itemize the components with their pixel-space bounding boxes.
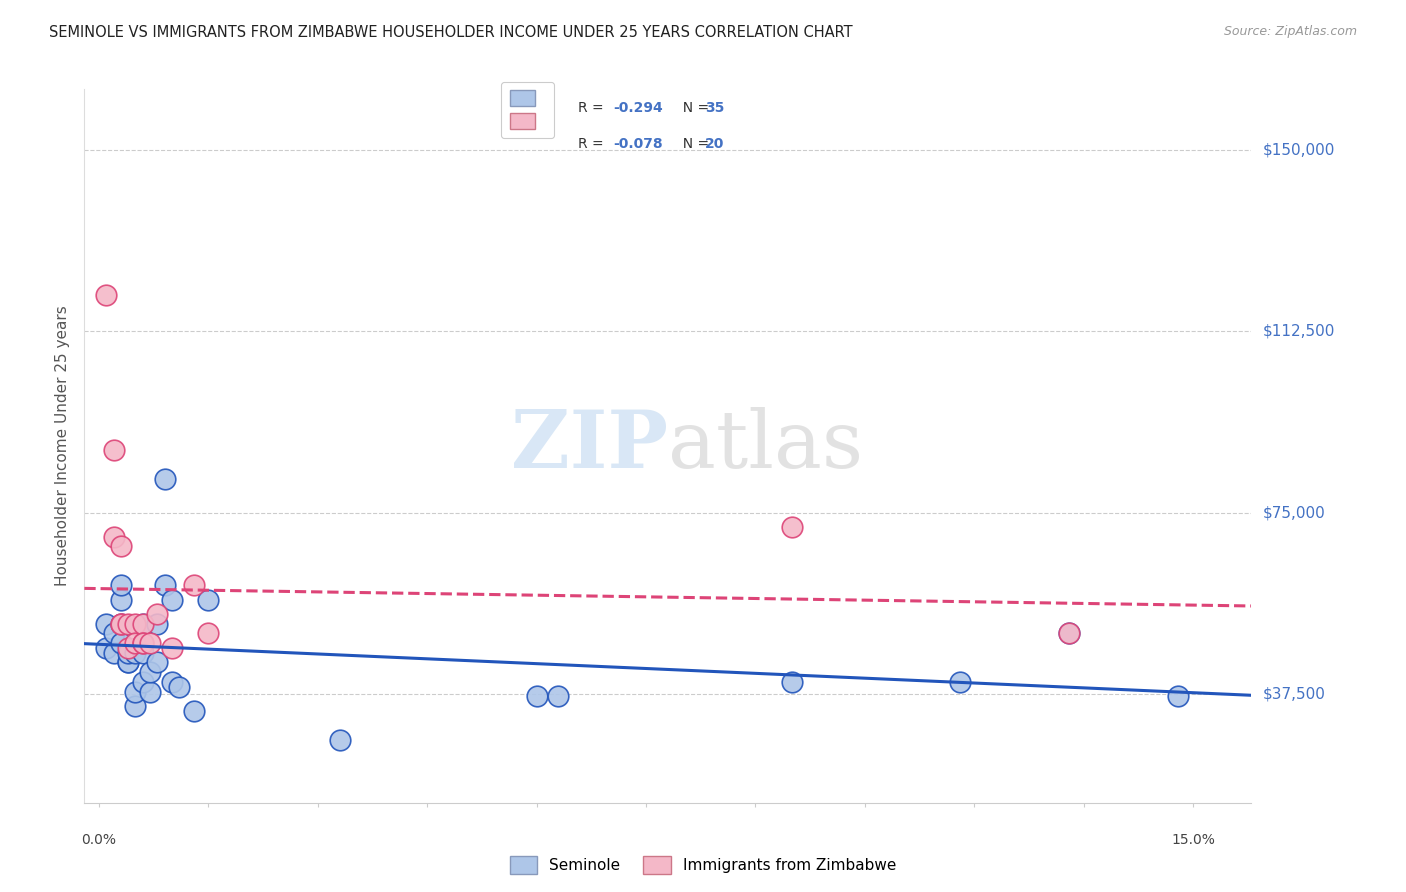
- Point: [96, 640, 118, 655]
- Text: $37,500: $37,500: [1263, 687, 1326, 701]
- Legend: , : ,: [502, 82, 554, 137]
- Point: [197, 626, 219, 640]
- Text: 15.0%: 15.0%: [1171, 833, 1215, 847]
- Point: [124, 646, 146, 660]
- Point: [103, 442, 125, 457]
- Point: [103, 626, 125, 640]
- Point: [139, 684, 162, 698]
- Text: SEMINOLE VS IMMIGRANTS FROM ZIMBABWE HOUSEHOLDER INCOME UNDER 25 YEARS CORRELATI: SEMINOLE VS IMMIGRANTS FROM ZIMBABWE HOU…: [49, 25, 853, 40]
- Point: [526, 690, 548, 704]
- Y-axis label: Householder Income Under 25 years: Householder Income Under 25 years: [55, 306, 70, 586]
- Point: [124, 636, 146, 650]
- Point: [183, 704, 205, 718]
- Point: [183, 578, 205, 592]
- Point: [117, 656, 139, 670]
- Point: [117, 646, 139, 660]
- Point: [132, 616, 155, 631]
- Point: [146, 616, 169, 631]
- Point: [160, 674, 183, 689]
- Point: [1167, 690, 1189, 704]
- Point: [96, 616, 118, 631]
- Point: [153, 578, 176, 592]
- Point: [124, 684, 146, 698]
- Point: [197, 592, 219, 607]
- Point: [117, 616, 139, 631]
- Point: [110, 540, 132, 554]
- Point: [132, 674, 155, 689]
- Text: 35: 35: [704, 102, 724, 115]
- Point: [1057, 626, 1080, 640]
- Point: [139, 665, 162, 680]
- Point: [160, 640, 183, 655]
- Point: [167, 680, 190, 694]
- Point: [139, 636, 162, 650]
- Point: [547, 690, 569, 704]
- Point: [1057, 626, 1080, 640]
- Text: 20: 20: [704, 137, 724, 151]
- Point: [103, 530, 125, 544]
- Legend: Seminole, Immigrants from Zimbabwe: Seminole, Immigrants from Zimbabwe: [503, 850, 903, 880]
- Text: N =: N =: [673, 137, 713, 151]
- Point: [949, 674, 972, 689]
- Point: [110, 636, 132, 650]
- Text: -0.078: -0.078: [613, 137, 664, 151]
- Text: R =: R =: [578, 102, 609, 115]
- Text: $75,000: $75,000: [1263, 505, 1326, 520]
- Point: [153, 472, 176, 486]
- Point: [132, 636, 155, 650]
- Point: [146, 607, 169, 621]
- Text: ZIP: ZIP: [510, 407, 668, 485]
- Point: [103, 646, 125, 660]
- Point: [110, 616, 132, 631]
- Text: Source: ZipAtlas.com: Source: ZipAtlas.com: [1223, 25, 1357, 38]
- Point: [132, 616, 155, 631]
- Point: [160, 592, 183, 607]
- Text: atlas: atlas: [668, 407, 863, 485]
- Point: [110, 616, 132, 631]
- Point: [146, 656, 169, 670]
- Text: $150,000: $150,000: [1263, 142, 1334, 157]
- Point: [132, 646, 155, 660]
- Point: [780, 674, 803, 689]
- Point: [110, 578, 132, 592]
- Point: [96, 288, 118, 302]
- Point: [329, 732, 352, 747]
- Point: [110, 616, 132, 631]
- Text: -0.294: -0.294: [613, 102, 664, 115]
- Point: [780, 520, 803, 534]
- Point: [110, 592, 132, 607]
- Text: $112,500: $112,500: [1263, 324, 1334, 339]
- Point: [124, 616, 146, 631]
- Point: [132, 636, 155, 650]
- Text: N =: N =: [673, 102, 713, 115]
- Point: [117, 656, 139, 670]
- Point: [117, 640, 139, 655]
- Text: 0.0%: 0.0%: [82, 833, 117, 847]
- Point: [124, 699, 146, 714]
- Text: R =: R =: [578, 137, 609, 151]
